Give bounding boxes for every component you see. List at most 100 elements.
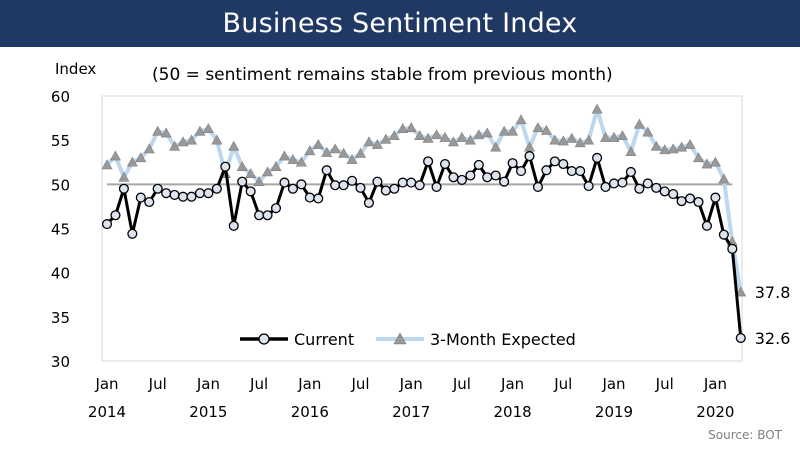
- current-point: [659, 186, 670, 197]
- current-point: [617, 177, 628, 188]
- current-point: [414, 180, 425, 191]
- chart-axes: 30 35 40 45 50 55 60 Index (50 = sentiment remai…: [51, 60, 743, 421]
- expected-point: [447, 136, 459, 147]
- y-tick-label: 60: [51, 88, 70, 106]
- y-tick-label: 55: [51, 132, 70, 150]
- current-point: [110, 210, 121, 221]
- expected-point: [312, 138, 324, 149]
- x-year-label: 2017: [392, 403, 430, 421]
- expected-point: [126, 156, 138, 167]
- current-series: [101, 151, 746, 344]
- expected-point: [490, 141, 502, 152]
- expected-point: [709, 156, 721, 167]
- current-point: [473, 159, 484, 170]
- expected-point: [659, 144, 671, 155]
- current-point: [254, 210, 265, 221]
- expected-point: [295, 156, 307, 167]
- current-point: [718, 229, 729, 240]
- expected-point: [566, 132, 578, 143]
- current-point: [727, 243, 738, 254]
- current-point: [625, 166, 636, 178]
- current-point: [380, 185, 391, 196]
- expected-point: [371, 138, 383, 149]
- current-point: [363, 197, 375, 208]
- current-point: [701, 220, 712, 231]
- current-point: [431, 181, 442, 193]
- current-point: [279, 177, 290, 188]
- y-tick-label: 35: [51, 309, 70, 327]
- expected-point: [329, 143, 341, 154]
- expected-point: [135, 152, 147, 163]
- current-point: [684, 193, 696, 204]
- expected-point: [507, 125, 519, 136]
- expected-point: [481, 127, 493, 138]
- expected-point: [169, 140, 181, 151]
- current-point: [211, 183, 222, 194]
- current-point: [338, 180, 349, 191]
- current-point: [178, 191, 189, 202]
- expected-point: [633, 118, 645, 129]
- y-axis-label: Index: [55, 60, 96, 78]
- legend: Current 3-Month Expected: [240, 330, 576, 349]
- expected-point: [464, 134, 476, 145]
- current-point: [558, 158, 569, 170]
- legend-expected-swatch-marker: [393, 332, 407, 345]
- x-tick-label: Jul: [553, 375, 572, 393]
- expected-point: [262, 166, 274, 177]
- current-point: [676, 196, 687, 207]
- current-point: [372, 176, 383, 187]
- legend-current-swatch-marker: [258, 333, 270, 345]
- expected-point: [515, 114, 527, 125]
- current-point: [634, 183, 645, 194]
- current-point: [152, 183, 163, 194]
- expected-line: [105, 107, 743, 293]
- current-point: [439, 158, 451, 170]
- chart-labels: 37.8 32.6: [755, 283, 791, 348]
- y-tick-label: 30: [51, 353, 70, 371]
- chart-subtitle: (50 = sentiment remains stable from prev…: [152, 65, 613, 85]
- expected-point: [160, 127, 172, 138]
- x-tick-label: Jan: [94, 375, 118, 393]
- expected-point: [177, 136, 189, 147]
- current-point: [135, 192, 146, 203]
- current-point: [524, 151, 535, 162]
- current-point: [203, 188, 214, 199]
- current-point: [668, 189, 679, 200]
- current-point: [532, 181, 543, 193]
- current-point: [448, 172, 459, 183]
- current-point: [592, 152, 603, 163]
- current-point: [262, 210, 273, 221]
- expected-point: [583, 134, 595, 145]
- x-tick-label: Jul: [452, 375, 471, 393]
- current-point: [118, 183, 129, 194]
- expected-point: [228, 140, 240, 151]
- expected-point: [185, 134, 198, 145]
- x-tick-label: Jul: [249, 375, 268, 393]
- x-tick-label: Jul: [655, 375, 674, 393]
- x-tick-label: Jan: [703, 375, 727, 393]
- expected-point: [380, 133, 392, 144]
- x-year-label: 2018: [494, 403, 532, 421]
- expected-point: [405, 122, 417, 133]
- legend-expected-label: 3-Month Expected: [430, 330, 576, 349]
- current-point: [127, 228, 138, 239]
- x-tick-label: Jul: [148, 375, 167, 393]
- expected-point: [270, 161, 282, 171]
- current-point: [642, 178, 653, 189]
- expected-point: [431, 129, 443, 140]
- expected-point: [245, 168, 257, 179]
- current-point: [397, 177, 408, 188]
- expected-point: [735, 286, 747, 297]
- expected-point: [422, 132, 434, 143]
- x-year-label: 2016: [291, 403, 329, 421]
- x-year-label: 2020: [696, 403, 734, 421]
- expected-point: [414, 130, 426, 141]
- current-point: [144, 196, 155, 208]
- expected-point: [718, 173, 730, 184]
- current-point: [406, 177, 417, 188]
- expected-point: [118, 171, 130, 182]
- line-chart: 30 35 40 45 50 55 60 Index (50 = sentiment remai…: [51, 60, 791, 421]
- source-note: Source: BOT: [708, 428, 782, 442]
- legend-current-label: Current: [294, 330, 354, 349]
- current-point: [541, 165, 552, 176]
